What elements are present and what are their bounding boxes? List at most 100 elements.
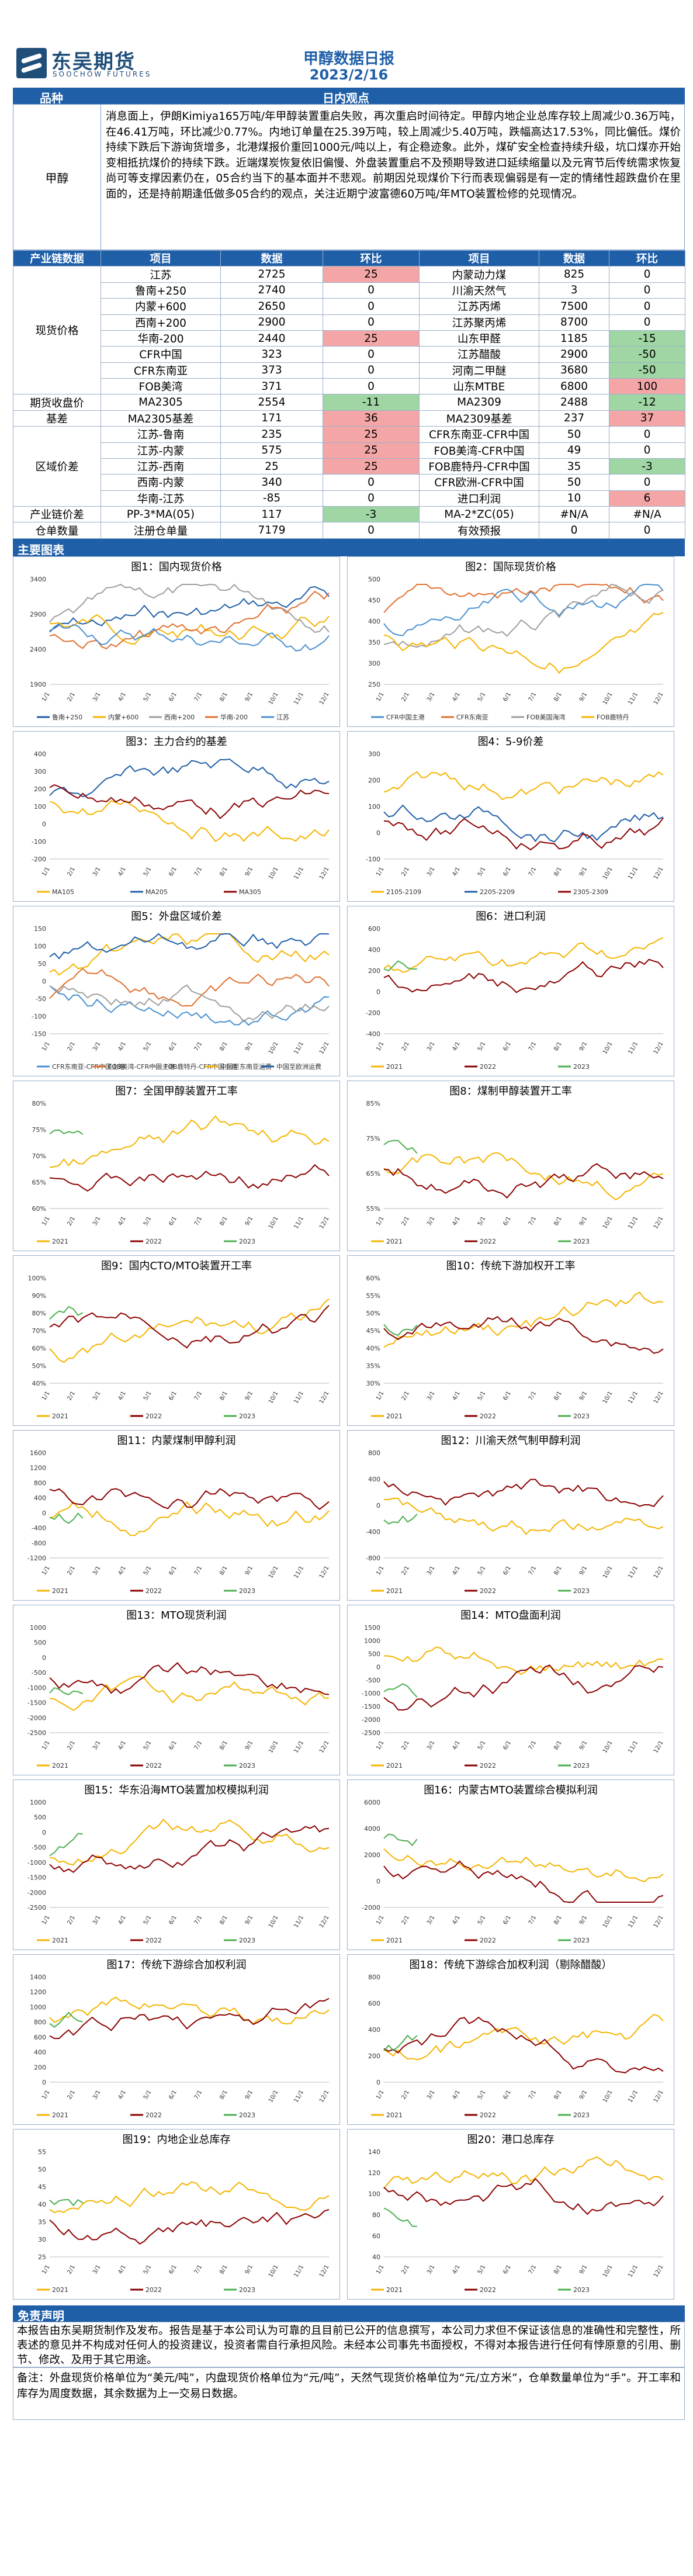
x-tick-label: 9/1 [578, 1390, 589, 1401]
x-tick-label: 1/1 [375, 2264, 386, 2275]
y-tick-label: 800 [368, 1449, 380, 1457]
value-cell: 340 [220, 474, 323, 491]
y-tick-label: 0 [42, 978, 46, 985]
legend-label: 2205-2209 [480, 888, 515, 896]
chart-title: 图9：国内CTO/MTO装置开工率 [101, 1260, 252, 1272]
x-tick-label: 5/1 [477, 2264, 487, 2275]
legend-label: 2021 [386, 2111, 403, 2119]
value-cell: 825 [539, 266, 609, 283]
value-cell: 0 [539, 522, 609, 539]
y-tick-label: 70% [32, 1152, 46, 1160]
y-tick-label: 600 [368, 2000, 380, 2007]
chart-plot: 600 400 200 0 -200 -400 1/1 2/1 3/1 4/1 5/1 6/1 7/1 8… [366, 925, 665, 1071]
item-name-cell: CFR欧洲-CFR中国 [419, 474, 539, 491]
y-tick-label: 2400 [30, 646, 46, 653]
chart-panel: 图17：传统下游综合加权利润 1400 1200 1000 800 600 400 200 0 1… [13, 1954, 340, 2125]
y-tick-label: 300 [368, 660, 380, 667]
x-tick-label: 2/1 [66, 1565, 77, 1576]
x-tick-label: 7/1 [193, 1914, 204, 1926]
series-line [383, 818, 664, 851]
y-tick-label: 0 [42, 820, 46, 828]
x-tick-label: 10/1 [268, 1740, 280, 1754]
item-name-cell: FOB美湾 [101, 378, 221, 395]
legend-label: 华南-200 [220, 713, 248, 721]
y-tick-label: 65% [32, 1179, 46, 1186]
y-tick-label: 400 [368, 2026, 380, 2034]
x-tick-label: 6/1 [502, 1041, 512, 1052]
x-tick-label: 1/1 [41, 1390, 51, 1401]
x-tick-label: 5/1 [143, 1914, 153, 1926]
x-tick-label: 7/1 [193, 1041, 204, 1052]
series-line [49, 1997, 330, 2040]
x-tick-label: 2/1 [66, 691, 77, 702]
report-title: 甲醇数据日报 [303, 50, 394, 68]
x-tick-label: 10/1 [602, 1390, 614, 1405]
y-tick-label: -1000 [27, 1859, 46, 1867]
series-line [49, 1115, 330, 1168]
y-tick-label: 300 [34, 768, 46, 775]
disclaimer-text: 本报告由东吴期货制作及发布。报告是基于本公司认为可靠的且目前已公开的信息撰写，本… [13, 2322, 685, 2367]
series-line [49, 1996, 330, 2025]
table-row: 现货价格 江苏 2725 25 内蒙动力煤 825 0 [13, 266, 685, 395]
chart-plot: 1600 1200 800 400 0 -400 -800 -1200 1/1 2/1 3/1 4/1… [27, 1449, 331, 1595]
y-tick-label: 80% [32, 1310, 46, 1317]
y-tick-label: 60 [372, 2232, 380, 2240]
series-line [383, 611, 664, 674]
series-line [383, 2156, 664, 2189]
x-tick-label: 7/1 [528, 2264, 538, 2275]
x-tick-label: 12/1 [653, 2089, 665, 2104]
x-tick-label: 2/1 [400, 1216, 411, 1227]
chart-plot: 80% 75% 70% 65% 60% 1/1 2/1 3/1 4/1 5/1 6/1 7/1 8/1 9… [32, 1100, 331, 1245]
change-cell: 0 [323, 362, 420, 379]
x-tick-label: 3/1 [92, 1565, 102, 1576]
y-tick-label: 800 [368, 1973, 380, 1981]
x-tick-label: 11/1 [627, 2264, 639, 2279]
x-tick-label: 8/1 [553, 1565, 563, 1576]
series-line [383, 1860, 664, 1903]
y-tick-label: 200 [368, 2052, 380, 2060]
x-tick-label: 5/1 [477, 1390, 487, 1401]
x-tick-label: 7/1 [193, 1740, 204, 1751]
x-tick-label: 12/1 [653, 1740, 665, 1754]
series-line [383, 1152, 664, 1201]
legend-label: 2023 [239, 2111, 255, 2119]
x-tick-label: 7/1 [528, 1390, 538, 1401]
y-tick-label: 2900 [30, 611, 46, 618]
legend-label: 2022 [145, 1238, 162, 1245]
y-tick-label: 150 [34, 925, 46, 933]
y-tick-label: 35 [38, 2218, 46, 2226]
series-line [49, 583, 330, 633]
chart-panel: 图14：MTO盘面利润 1500 1000 500 0 -500 -1000 -1500 -20… [347, 1605, 674, 1775]
y-tick-label: 500 [34, 1639, 46, 1647]
x-tick-label: 2/1 [66, 1041, 77, 1052]
item-name-cell: 江苏-西南 [101, 458, 221, 475]
x-tick-label: 3/1 [426, 1041, 436, 1052]
x-tick-label: 3/1 [426, 1914, 436, 1926]
legend-label: CFR东南亚-CFR中国主港 [52, 1063, 124, 1071]
item-name-cell: 江苏-鲁南 [101, 426, 221, 443]
x-tick-label: 4/1 [451, 1390, 462, 1401]
x-tick-label: 12/1 [653, 2264, 665, 2279]
x-tick-label: 2/1 [66, 866, 77, 877]
table-category-cell: 现货价格 [13, 266, 101, 395]
x-tick-label: 1/1 [41, 1740, 51, 1751]
legend-label: 2022 [480, 2286, 496, 2294]
legend-label: 2022 [480, 1238, 496, 1245]
table-row: 江苏-内蒙 575 25 FOB美湾-CFR中国 49 0 [13, 442, 685, 459]
y-tick-label: -1500 [362, 1703, 380, 1711]
legend-label: 2021 [52, 1937, 68, 1944]
y-tick-label: 200 [34, 2063, 46, 2071]
y-tick-label: 45 [38, 2183, 46, 2191]
chart-title: 图5：外盘区域价差 [131, 910, 222, 923]
x-tick-label: 9/1 [244, 1216, 255, 1227]
x-tick-label: 2/1 [66, 1914, 77, 1926]
value-cell: 575 [220, 442, 323, 459]
x-tick-label: 12/1 [318, 2264, 331, 2279]
y-tick-label: 6000 [364, 1799, 380, 1806]
x-tick-label: 6/1 [168, 691, 178, 702]
series-line [49, 933, 330, 976]
y-tick-label: 1000 [30, 1799, 46, 1806]
value-cell: 6800 [539, 378, 609, 395]
y-tick-label: 300 [368, 750, 380, 758]
chart-title: 图15：华东沿海MTO装置加权模拟利润 [84, 1784, 269, 1796]
